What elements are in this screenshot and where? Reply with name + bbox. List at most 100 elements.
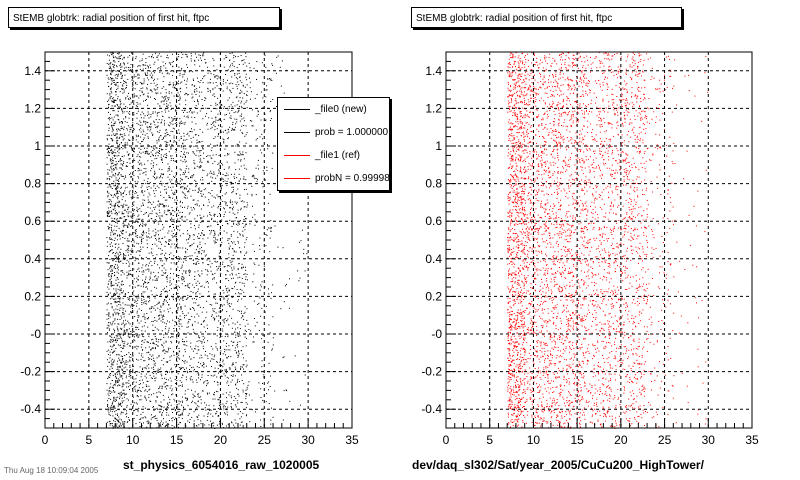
scatter-point (176, 88, 178, 90)
scatter-point (122, 412, 124, 414)
scatter-point (216, 108, 218, 110)
scatter-point (137, 134, 139, 136)
scatter-point (142, 335, 143, 337)
scatter-point (121, 58, 123, 60)
scatter-point (116, 363, 118, 365)
scatter-point (188, 319, 190, 320)
scatter-point (118, 211, 120, 213)
scatter-point (136, 310, 138, 312)
scatter-point (114, 83, 116, 85)
scatter-point (146, 87, 148, 89)
scatter-point (203, 235, 205, 236)
scatter-point (219, 286, 221, 288)
scatter-point (149, 307, 151, 309)
scatter-point (165, 297, 167, 298)
scatter-point (184, 109, 186, 111)
scatter-point (177, 332, 179, 333)
scatter-point (108, 322, 109, 324)
scatter-point (235, 83, 237, 85)
scatter-point (121, 109, 123, 111)
scatter-point (127, 62, 129, 64)
scatter-point (222, 359, 224, 361)
scatter-point (201, 250, 203, 252)
scatter-point (245, 56, 247, 58)
scatter-point (113, 344, 115, 346)
scatter-point (212, 415, 214, 417)
scatter-point (145, 367, 147, 369)
scatter-point (147, 196, 149, 198)
scatter-point (216, 376, 218, 378)
scatter-point (222, 173, 224, 175)
scatter-point (124, 121, 126, 122)
scatter-point (161, 139, 163, 140)
scatter-point (212, 154, 214, 156)
scatter-point (115, 382, 117, 384)
scatter-point (111, 307, 113, 309)
scatter-point (165, 148, 167, 150)
scatter-point (234, 126, 236, 128)
scatter-point (108, 210, 110, 212)
scatter-point (207, 91, 209, 92)
scatter-point (119, 335, 121, 337)
scatter-point (202, 220, 204, 221)
scatter-point (176, 122, 177, 124)
scatter-point (200, 396, 202, 398)
scatter-point (111, 169, 113, 171)
scatter-point (157, 92, 159, 94)
scatter-point (138, 258, 139, 260)
scatter-point (127, 333, 129, 335)
scatter-point (152, 373, 154, 375)
scatter-point (187, 177, 189, 179)
scatter-point (109, 406, 111, 408)
scatter-point (214, 354, 216, 356)
scatter-point (217, 207, 219, 209)
scatter-point (227, 178, 229, 180)
scatter-point (222, 366, 224, 368)
scatter-point (122, 136, 124, 138)
scatter-point (137, 211, 138, 213)
scatter-point (196, 139, 198, 141)
scatter-point (119, 122, 121, 124)
scatter-point (179, 414, 181, 416)
scatter-point (161, 173, 163, 175)
scatter-point (173, 141, 175, 143)
scatter-point (107, 393, 109, 395)
scatter-point (150, 89, 152, 91)
scatter-point (222, 330, 224, 332)
scatter-point (239, 92, 240, 94)
scatter-point (175, 387, 177, 389)
scatter-point (186, 165, 188, 167)
scatter-point (134, 256, 136, 258)
scatter-point (184, 315, 186, 317)
scatter-point (159, 314, 160, 316)
scatter-point (137, 250, 139, 252)
scatter-point (191, 367, 193, 369)
scatter-point (186, 239, 187, 241)
scatter-point (189, 365, 191, 367)
scatter-point (115, 243, 117, 245)
scatter-point (237, 231, 239, 233)
scatter-point (155, 147, 157, 149)
scatter-point (119, 65, 121, 67)
scatter-point (229, 367, 231, 369)
scatter-point (193, 174, 195, 176)
scatter-point (119, 148, 121, 150)
scatter-point (245, 345, 247, 347)
scatter-point (109, 68, 111, 69)
scatter-point (168, 92, 170, 94)
scatter-point (194, 204, 196, 206)
scatter-point (116, 188, 118, 189)
scatter-point (146, 74, 148, 76)
scatter-point (210, 91, 211, 93)
scatter-point (184, 156, 186, 158)
scatter-point (177, 426, 179, 428)
scatter-point (174, 229, 175, 231)
scatter-point (173, 128, 175, 130)
scatter-point (185, 425, 187, 427)
scatter-point (130, 345, 131, 347)
scatter-point (190, 109, 191, 111)
scatter-point (164, 206, 166, 208)
scatter-point (240, 416, 242, 418)
scatter-point (176, 99, 177, 101)
scatter-point (119, 71, 120, 73)
